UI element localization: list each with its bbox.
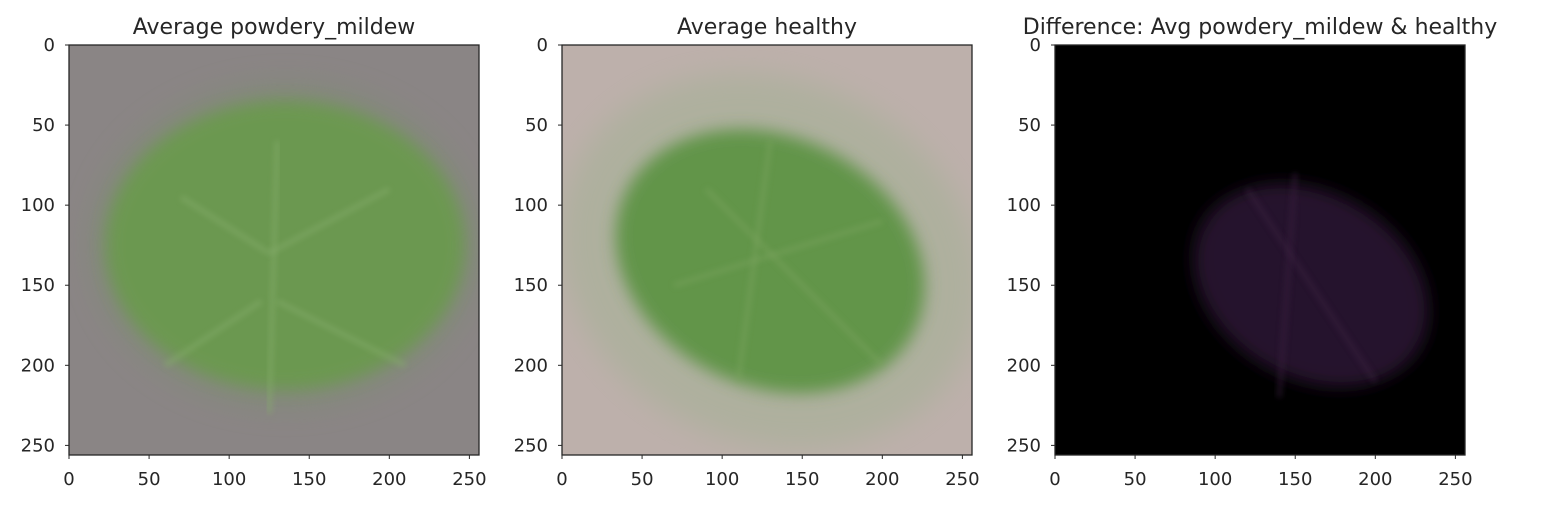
axes-frame [1054, 44, 1466, 456]
x-tick-label: 0 [1049, 469, 1060, 490]
heatmap-image [1055, 45, 1465, 455]
leaf-vein [163, 299, 263, 368]
leaf-vein [268, 186, 391, 256]
y-tick-label: 50 [525, 115, 548, 136]
heatmap-image [69, 45, 479, 455]
x-tick-label: 50 [1124, 469, 1147, 490]
chart-title: Difference: Avg powdery_mildew & healthy [1023, 15, 1498, 40]
x-tick-label: 100 [1198, 469, 1232, 490]
y-tick-label: 200 [21, 355, 55, 376]
x-tick-label: 0 [63, 469, 74, 490]
x-tick-label: 150 [292, 469, 326, 490]
chart-panel-1: Average powdery_mildew 0 50 100 150 200 250 0 50… [21, 15, 487, 490]
x-tick-label: 100 [212, 469, 246, 490]
y-tick-label: 100 [1007, 195, 1041, 216]
leaf-vein [704, 187, 885, 368]
y-tick-label: 250 [1007, 435, 1041, 456]
x-tick-label: 150 [1278, 469, 1312, 490]
x-tick-label: 50 [138, 469, 161, 490]
x-tick-label: 150 [785, 469, 819, 490]
leaf-vein [673, 218, 884, 288]
axes-frame [561, 44, 973, 456]
x-tick-label: 50 [631, 469, 654, 490]
x-tick-label: 100 [705, 469, 739, 490]
chart-panel-3: Difference: Avg powdery_mildew & healthy… [1007, 15, 1498, 490]
chart-title: Average powdery_mildew [133, 15, 415, 40]
x-tick-label: 200 [1358, 469, 1392, 490]
y-tick-label: 250 [21, 435, 55, 456]
y-tick-label: 100 [514, 195, 548, 216]
y-tick-label: 150 [1007, 275, 1041, 296]
y-tick-label: 0 [44, 35, 55, 56]
y-tick-label: 150 [514, 275, 548, 296]
leaf-vein [1245, 187, 1378, 383]
y-tick-label: 50 [32, 115, 55, 136]
x-tick-label: 250 [945, 469, 979, 490]
leaf-vein [266, 141, 280, 414]
x-tick-label: 200 [372, 469, 406, 490]
y-tick-label: 100 [21, 195, 55, 216]
y-tick-label: 0 [537, 35, 548, 56]
y-tick-label: 0 [1030, 35, 1041, 56]
chart-panel-2: Average healthy 0 50 100 150 200 250 0 50 100 150 2… [514, 15, 980, 490]
x-tick-label: 250 [452, 469, 486, 490]
y-tick-label: 150 [21, 275, 55, 296]
y-tick-label: 200 [514, 355, 548, 376]
leaf-vein [179, 195, 271, 256]
x-tick-label: 0 [556, 469, 567, 490]
leaf-vein [276, 299, 407, 368]
y-tick-label: 200 [1007, 355, 1041, 376]
x-tick-label: 200 [865, 469, 899, 490]
x-tick-label: 250 [1438, 469, 1472, 490]
y-tick-label: 50 [1018, 115, 1041, 136]
y-tick-label: 250 [514, 435, 548, 456]
heatmap-image [562, 45, 972, 455]
leaf-vein [1276, 172, 1298, 398]
axes-frame [68, 44, 480, 456]
chart-title: Average healthy [677, 15, 857, 40]
